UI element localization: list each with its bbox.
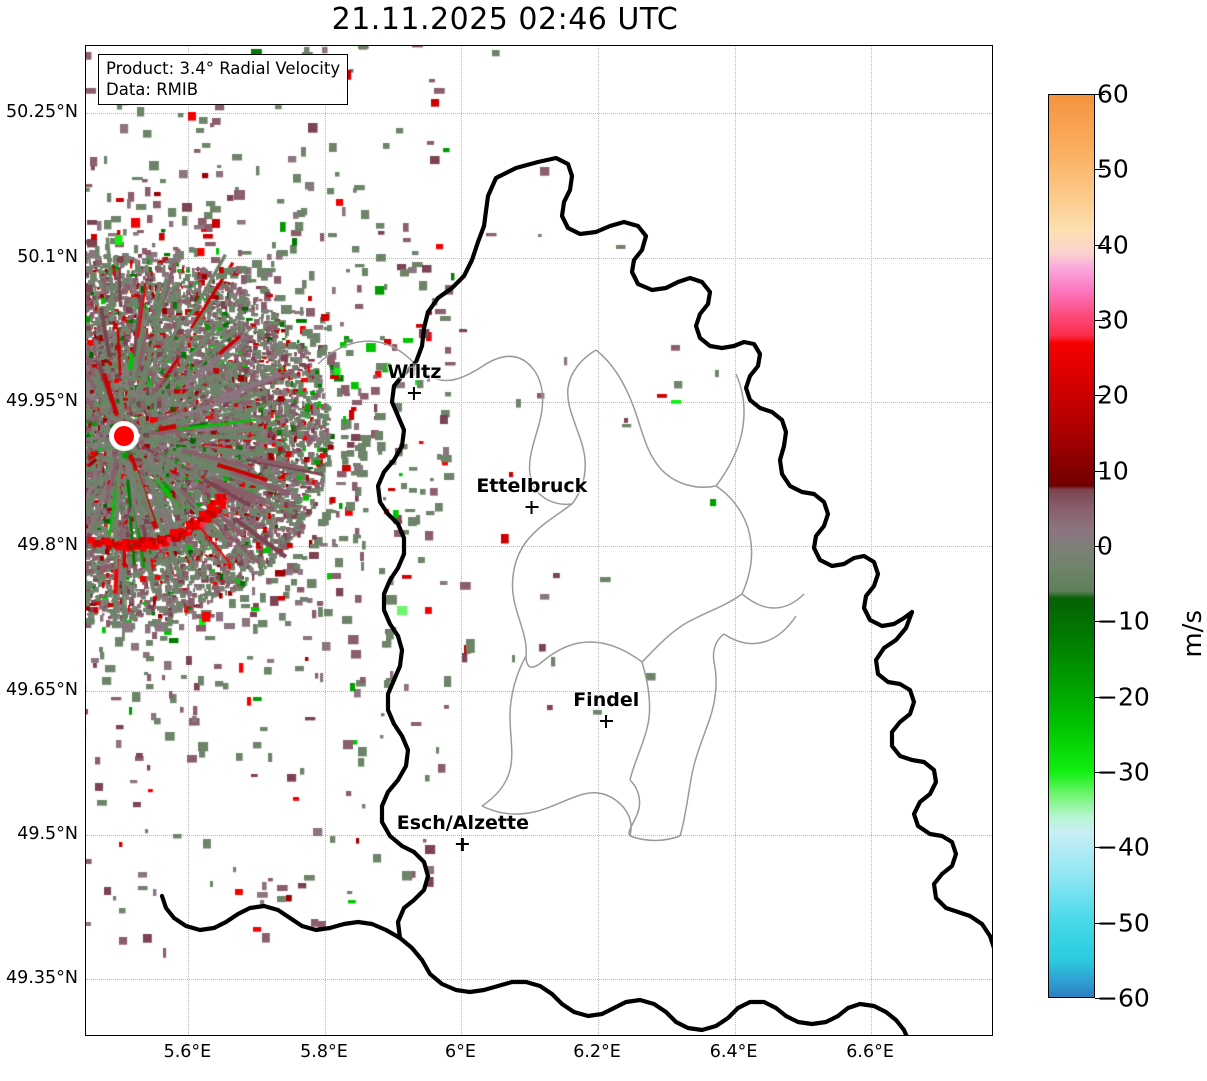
colorbar-tick-label: 20 [1097, 380, 1129, 410]
city-marker-cross-icon [456, 837, 470, 851]
radar-echo-layer [86, 46, 992, 1035]
colorbar-tick-label: 0 [1097, 531, 1113, 561]
colorbar-tick-mark [1095, 847, 1105, 849]
product-info-box: Product: 3.4° Radial Velocity Data: RMIB [98, 54, 349, 106]
map-canvas: Wiltz Ettelbruck Findel Esch/Alzette Produc… [86, 46, 992, 1035]
colorbar-axis-label: m/s [1178, 610, 1207, 658]
colorbar-tick-label: −50 [1097, 908, 1150, 938]
x-tick-label: 6°E [445, 1042, 476, 1062]
city-marker-cross-icon [599, 714, 613, 728]
colorbar-tick-mark [1095, 546, 1105, 547]
country-border-luxembourg [159, 155, 992, 1035]
colorbar-tick-mark [1095, 320, 1105, 321]
y-tick-label: 49.65°N [6, 679, 78, 700]
city-marker-cross-icon [407, 386, 421, 400]
canton-boundaries [317, 340, 805, 842]
colorbar-tick-label: 40 [1097, 230, 1129, 260]
radar-map-plot: Wiltz Ettelbruck Findel Esch/Alzette Produc… [85, 45, 993, 1036]
colorbar-tick-mark [1095, 169, 1105, 171]
colorbar-tick-mark [1095, 94, 1105, 95]
colorbar-tick-mark [1095, 696, 1105, 698]
city-name: Findel [573, 688, 640, 711]
colorbar-tick-mark [1095, 395, 1105, 397]
colorbar-tick-label: −60 [1097, 983, 1150, 1013]
city-label-wiltz: Wiltz [387, 361, 441, 400]
colorbar-tick-label: −10 [1097, 606, 1150, 636]
radar-site-marker [113, 425, 134, 446]
y-tick-label: 49.35°N [6, 968, 78, 989]
colorbar-tick-label: −40 [1097, 832, 1150, 862]
y-tick-label: 50.1°N [17, 246, 78, 267]
y-tick-label: 49.5°N [17, 823, 78, 844]
colorbar [1048, 94, 1095, 998]
city-label-ettelbruck: Ettelbruck [476, 475, 588, 515]
x-tick-label: 5.8°E [300, 1042, 348, 1062]
x-tick-label: 6.4°E [709, 1042, 758, 1062]
y-tick-label: 50.25°N [6, 102, 78, 123]
colorbar-tick-label: 50 [1097, 154, 1129, 184]
colorbar-tick-label: 60 [1097, 79, 1129, 109]
colorbar-tick-label: −30 [1097, 757, 1150, 787]
colorbar-tick-mark [1095, 772, 1105, 773]
city-name: Esch/Alzette [396, 811, 529, 834]
product-line: Product: 3.4° Radial Velocity [106, 59, 341, 78]
page-title: 21.11.2025 02:46 UTC [331, 2, 679, 37]
colorbar-tick-mark [1095, 244, 1105, 246]
x-tick-label: 5.6°E [163, 1042, 212, 1062]
map-borders [159, 155, 992, 1035]
colorbar-tick-label: −20 [1097, 682, 1150, 712]
colorbar-tick-mark [1095, 998, 1105, 999]
x-tick-label: 6.6°E [846, 1042, 894, 1062]
x-tick-label: 6.2°E [573, 1042, 621, 1062]
y-tick-label: 49.8°N [17, 535, 78, 556]
city-name: Wiltz [387, 360, 442, 383]
colorbar-tick-mark [1095, 922, 1105, 924]
city-label-findel: Findel [573, 689, 639, 728]
city-label-esch-alzette: Esch/Alzette [397, 812, 529, 851]
data-source-line: Data: RMIB [106, 80, 199, 100]
colorbar-tick-label: 30 [1097, 305, 1129, 335]
colorbar-tick-label: 10 [1097, 456, 1129, 486]
city-name: Ettelbruck [476, 475, 588, 498]
city-marker-cross-icon [525, 501, 539, 515]
y-tick-label: 49.95°N [6, 390, 78, 411]
colorbar-tick-mark [1095, 470, 1105, 472]
colorbar-tick-mark [1095, 621, 1105, 623]
